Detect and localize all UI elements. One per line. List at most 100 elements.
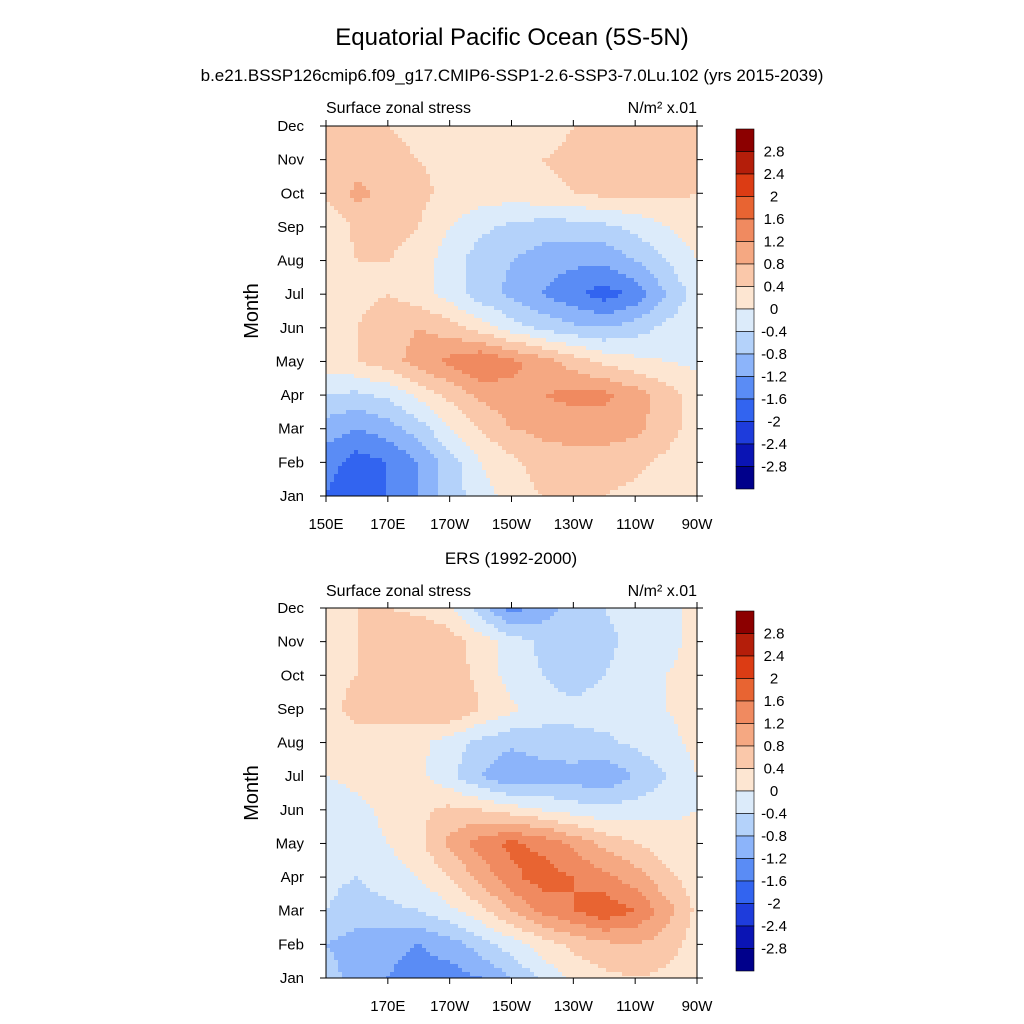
heatmap-cell bbox=[410, 434, 415, 439]
heatmap-cell bbox=[326, 478, 331, 483]
heatmap-cell bbox=[482, 454, 487, 459]
heatmap-cell bbox=[366, 298, 371, 303]
heatmap-cell bbox=[506, 354, 511, 359]
heatmap-cell bbox=[526, 126, 531, 131]
heatmap-cell bbox=[402, 442, 407, 447]
heatmap-cell bbox=[374, 474, 379, 479]
heatmap-cell bbox=[398, 478, 403, 483]
heatmap-cell bbox=[366, 354, 371, 359]
heatmap-cell bbox=[490, 394, 495, 399]
heatmap-cell bbox=[446, 162, 451, 167]
heatmap-cell bbox=[366, 238, 371, 243]
heatmap-cell bbox=[430, 390, 435, 395]
heatmap-cell bbox=[394, 366, 399, 371]
heatmap-cell bbox=[334, 130, 339, 135]
heatmap-cell bbox=[538, 358, 543, 363]
heatmap-cell bbox=[338, 154, 343, 159]
heatmap-cell bbox=[390, 238, 395, 243]
heatmap-cell bbox=[358, 402, 363, 407]
heatmap-cell bbox=[502, 318, 507, 323]
heatmap-cell bbox=[338, 126, 343, 131]
heatmap-cell bbox=[466, 330, 471, 335]
heatmap-cell bbox=[406, 386, 411, 391]
heatmap-cell bbox=[378, 218, 383, 223]
heatmap-cell bbox=[530, 246, 535, 251]
heatmap-cell bbox=[430, 210, 435, 215]
heatmap-cell bbox=[450, 150, 455, 155]
heatmap-cell bbox=[354, 138, 359, 143]
heatmap-cell bbox=[530, 426, 535, 431]
heatmap-cell bbox=[466, 258, 471, 263]
heatmap-cell bbox=[338, 258, 343, 263]
heatmap-cell bbox=[350, 394, 355, 399]
heatmap-cell bbox=[366, 266, 371, 271]
heatmap-cell bbox=[442, 230, 447, 235]
heatmap-cell bbox=[414, 406, 419, 411]
heatmap-cell bbox=[534, 442, 539, 447]
heatmap-cell bbox=[510, 242, 515, 247]
heatmap-cell bbox=[470, 474, 475, 479]
heatmap-cell bbox=[442, 310, 447, 315]
heatmap-cell bbox=[510, 314, 515, 319]
heatmap-cell bbox=[526, 394, 531, 399]
heatmap-cell bbox=[334, 374, 339, 379]
heatmap-cell bbox=[470, 162, 475, 167]
heatmap-cell bbox=[402, 310, 407, 315]
heatmap-cell bbox=[374, 446, 379, 451]
heatmap-cell bbox=[398, 258, 403, 263]
heatmap-cell bbox=[402, 422, 407, 427]
heatmap-cell bbox=[462, 190, 467, 195]
heatmap-cell bbox=[518, 406, 523, 411]
heatmap-cell bbox=[534, 282, 539, 287]
heatmap-cell bbox=[346, 158, 351, 163]
heatmap-cell bbox=[390, 210, 395, 215]
heatmap-cell bbox=[498, 294, 503, 299]
heatmap-cell bbox=[338, 378, 343, 383]
heatmap-cell bbox=[370, 222, 375, 227]
heatmap-cell bbox=[326, 446, 331, 451]
heatmap-cell bbox=[438, 370, 443, 375]
heatmap-cell bbox=[418, 218, 423, 223]
heatmap-cell bbox=[390, 138, 395, 143]
heatmap-cell bbox=[482, 178, 487, 183]
heatmap-cell bbox=[362, 410, 367, 415]
heatmap-cell bbox=[382, 310, 387, 315]
heatmap-cell bbox=[398, 298, 403, 303]
heatmap-cell bbox=[414, 282, 419, 287]
heatmap-cell bbox=[414, 150, 419, 155]
heatmap-cell bbox=[462, 138, 467, 143]
heatmap-cell bbox=[422, 422, 427, 427]
heatmap-cell bbox=[466, 350, 471, 355]
heatmap-cell bbox=[434, 378, 439, 383]
heatmap-cell bbox=[358, 266, 363, 271]
heatmap-cell bbox=[434, 186, 439, 191]
heatmap-cell bbox=[406, 486, 411, 491]
heatmap-cell bbox=[494, 198, 499, 203]
heatmap-cell bbox=[394, 398, 399, 403]
heatmap-cell bbox=[518, 466, 523, 471]
heatmap-cell bbox=[442, 458, 447, 463]
heatmap-cell bbox=[470, 386, 475, 391]
heatmap-cell bbox=[458, 198, 463, 203]
heatmap-cell bbox=[390, 362, 395, 367]
heatmap-cell bbox=[438, 422, 443, 427]
heatmap-cell bbox=[446, 470, 451, 475]
heatmap-cell bbox=[390, 314, 395, 319]
heatmap-cell bbox=[538, 362, 543, 367]
heatmap-cell bbox=[462, 286, 467, 291]
heatmap-cell bbox=[454, 346, 459, 351]
heatmap-cell bbox=[490, 462, 495, 467]
heatmap-cell bbox=[514, 282, 519, 287]
heatmap-cell bbox=[422, 234, 427, 239]
heatmap-cell bbox=[418, 414, 423, 419]
heatmap-cell bbox=[378, 402, 383, 407]
heatmap-cell bbox=[438, 338, 443, 343]
heatmap-cell bbox=[478, 318, 483, 323]
heatmap-cell bbox=[522, 286, 527, 291]
heatmap-cell bbox=[398, 426, 403, 431]
heatmap-cell bbox=[526, 298, 531, 303]
heatmap-cell bbox=[486, 386, 491, 391]
heatmap-cell bbox=[386, 146, 391, 151]
heatmap-cell bbox=[426, 250, 431, 255]
heatmap-cell bbox=[342, 398, 347, 403]
